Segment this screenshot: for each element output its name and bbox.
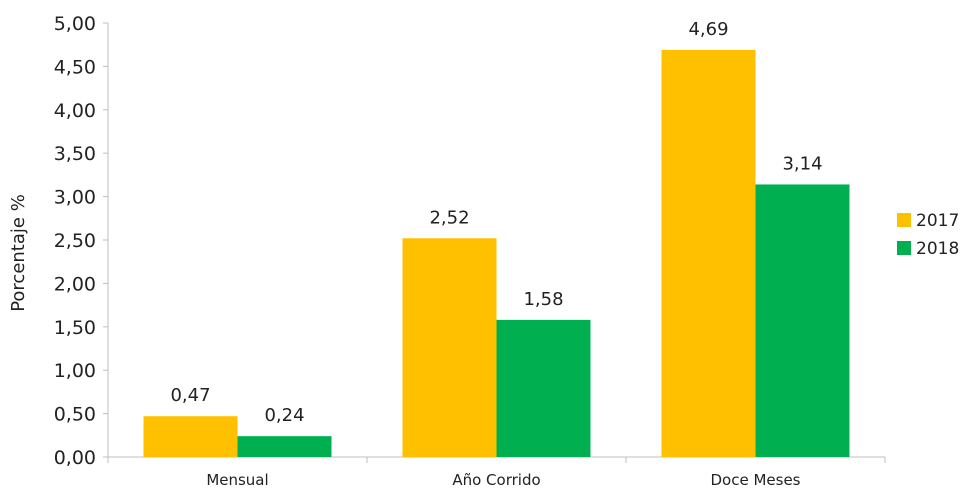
data-label: 1,58 [523,289,563,310]
x-tick-label: Doce Meses [711,471,801,489]
y-tick-label: 4,50 [54,56,96,78]
y-tick-label: 2,00 [54,273,96,295]
legend: 2017 2018 [897,211,959,259]
bar [755,184,850,457]
data-label: 2,52 [429,207,469,228]
legend-swatch [897,213,911,227]
data-labels: 0,47 0,24 2,52 1,58 4,69 3,14 [170,19,822,426]
bar [237,436,332,457]
bars [143,49,850,458]
bar [496,319,591,457]
bar [661,49,756,458]
legend-label: 2017 [916,211,959,231]
y-tick-label: 0,00 [54,447,96,469]
data-label: 4,69 [688,19,728,40]
data-label: 0,47 [170,385,210,406]
y-tick-label: 1,50 [54,317,96,339]
y-tick-label: 3,00 [54,187,96,209]
x-tick-label: Mensual [206,471,268,489]
y-axis-title: Porcentaje % [8,194,29,312]
y-tick-label: 0,50 [54,404,96,426]
y-tick-label: 3,50 [54,143,96,165]
x-tick-label: Año Corrido [452,471,540,489]
data-label: 3,14 [782,153,822,174]
x-axis: Mensual Año Corrido Doce Meses [107,456,886,489]
legend-label: 2018 [916,239,959,259]
data-label: 0,24 [264,405,304,426]
legend-swatch [897,241,911,255]
y-tick-label: 1,00 [54,360,96,382]
y-tick-label: 5,00 [54,13,96,35]
bar [402,238,497,457]
y-tick-label: 2,50 [54,230,96,252]
bar [143,416,238,457]
y-axis: 0,00 0,50 1,00 1,50 2,00 2,50 3,00 3,50 4,00 4,50… [54,13,109,469]
y-tick-label: 4,00 [54,100,96,122]
